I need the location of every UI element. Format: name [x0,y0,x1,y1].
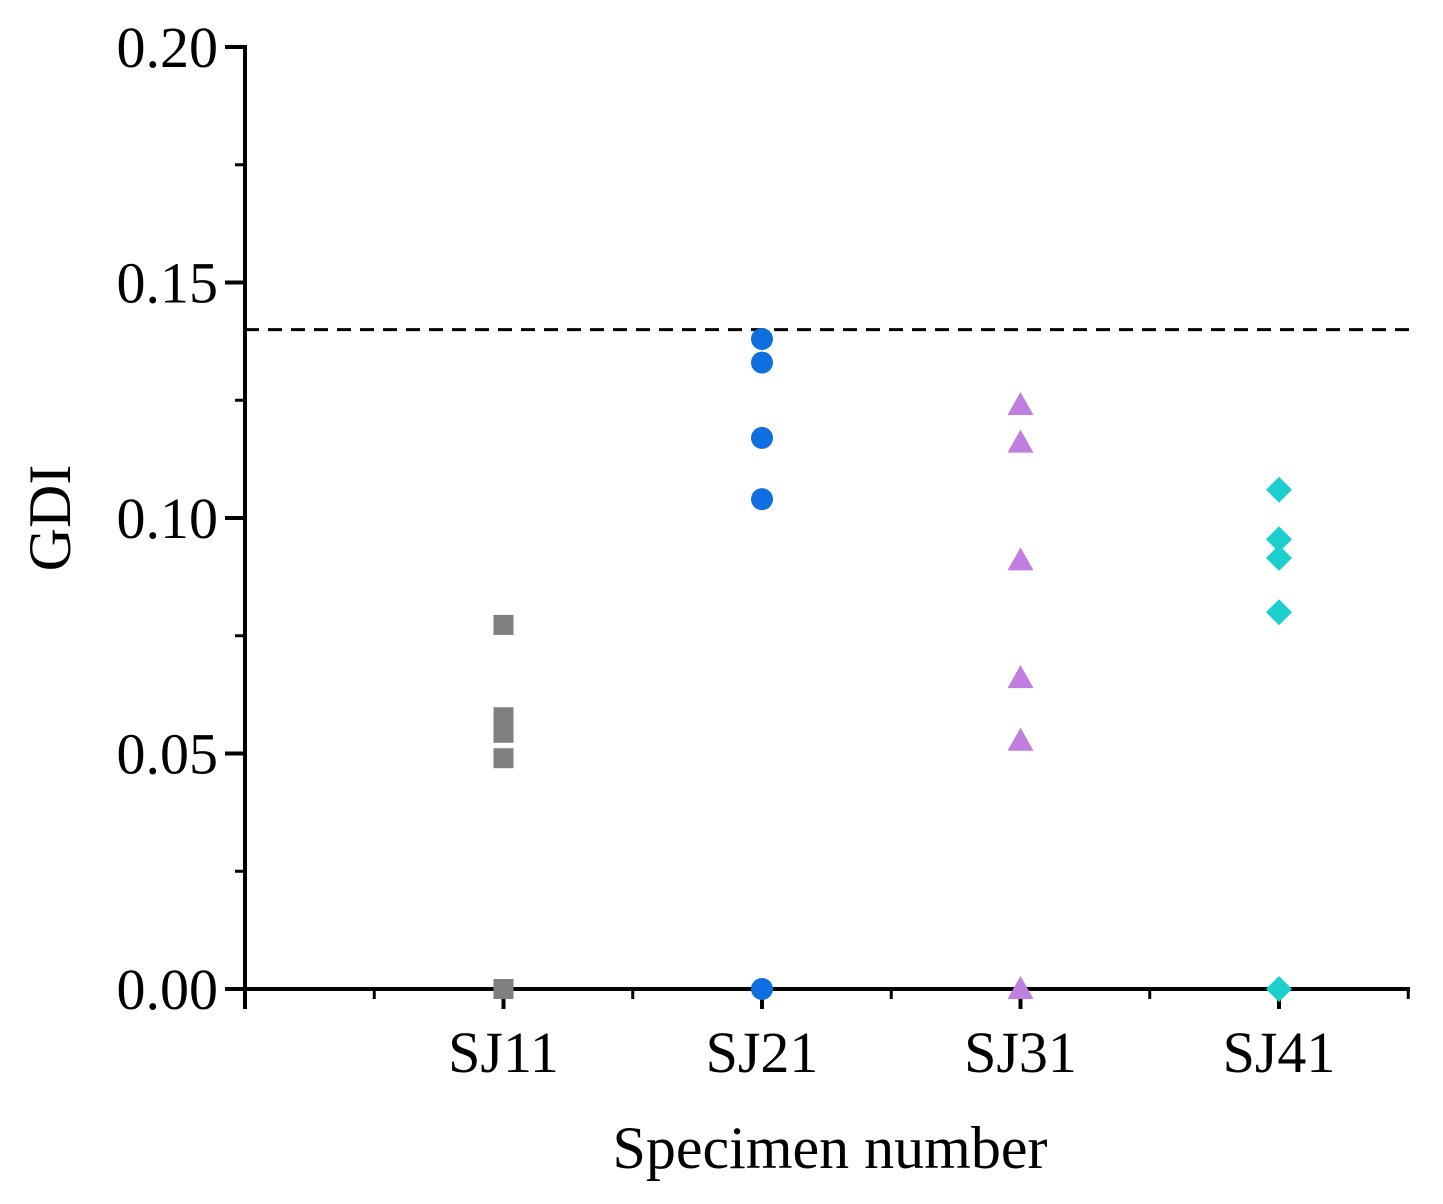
marker-triangle [1007,429,1034,453]
y-axis-label: GDI [17,465,83,572]
marker-circle [751,978,773,1000]
x-tick-label: SJ41 [1223,1020,1336,1085]
x-tick-label: SJ11 [448,1020,559,1085]
x-tick-label: SJ31 [964,1020,1077,1085]
marker-square [493,748,514,769]
y-tick-label: 0.15 [117,251,219,316]
marker-triangle [1007,727,1034,751]
y-tick-label: 0.05 [117,722,219,787]
marker-circle [751,488,773,511]
marker-triangle [1007,391,1034,415]
marker-square [493,979,514,999]
marker-triangle [1007,665,1034,689]
marker-triangle [1007,976,1034,999]
marker-circle [751,426,773,449]
y-tick-label: 0.00 [117,957,219,1022]
marker-diamond [1266,545,1292,572]
y-tick-label: 0.10 [117,486,219,551]
marker-circle [751,328,773,351]
marker-diamond [1266,599,1292,626]
marker-diamond [1266,526,1292,553]
y-tick-label: 0.20 [117,15,219,80]
marker-square [493,614,514,635]
marker-square [493,722,514,743]
marker-diamond [1266,476,1292,503]
x-axis-label: Specimen number [613,1115,1048,1181]
marker-circle [751,351,773,374]
marker-triangle [1007,547,1034,571]
x-tick-label: SJ21 [706,1020,819,1085]
marker-diamond [1266,976,1292,1002]
marker-square [493,707,514,728]
